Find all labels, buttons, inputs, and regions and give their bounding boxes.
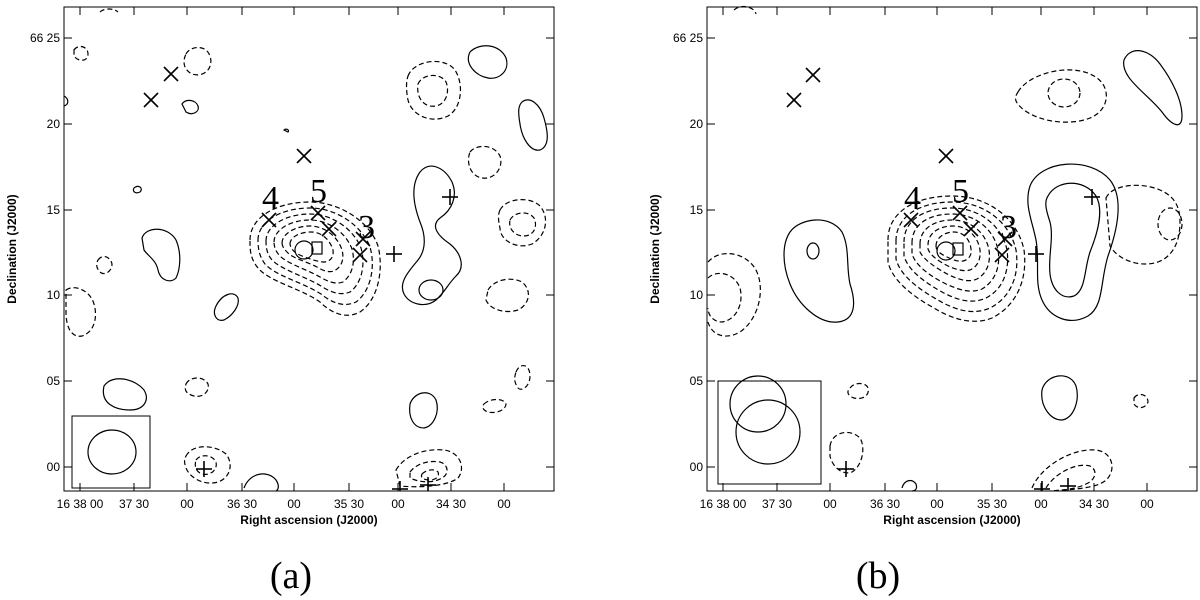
y-tick-label: 20 <box>690 117 704 131</box>
x-tick-label: 35 30 <box>334 497 364 511</box>
panel-b-contours <box>707 5 1183 492</box>
x-tick-label: 16 38 00 <box>700 497 747 511</box>
source-label-4: 4 <box>904 180 921 217</box>
panel-b-x-ticks <box>722 7 1148 491</box>
x-tick-label: 00 <box>287 497 301 511</box>
y-tick-label: 15 <box>690 203 704 217</box>
x-axis-title: Right ascension (J2000) <box>240 513 377 527</box>
panel-a-caption: (a) <box>270 555 312 597</box>
panel-a-beam-inset <box>71 415 151 489</box>
x-tick-label: 34 30 <box>1079 497 1109 511</box>
x-tick-label: 00 <box>1140 497 1154 511</box>
panel-a: 16 38 00 37 30 00 36 30 00 35 30 00 34 3… <box>5 6 555 527</box>
y-tick-label: 20 <box>47 117 61 131</box>
source-label-5: 5 <box>310 173 327 210</box>
y-tick-label: 00 <box>690 460 704 474</box>
x-tick-label: 36 30 <box>227 497 257 511</box>
panel-a-markers <box>143 66 458 491</box>
y-tick-label: 05 <box>690 374 704 388</box>
y-tick-label: 00 <box>47 460 61 474</box>
panel-b-beam-inset <box>717 375 822 485</box>
y-tick-label: 10 <box>47 288 61 302</box>
x-tick-label: 37 30 <box>762 497 792 511</box>
x-tick-label: 00 <box>391 497 405 511</box>
source-label-3: 3 <box>1000 209 1017 246</box>
x-tick-label: 37 30 <box>119 497 149 511</box>
panel-a-y-ticks <box>64 37 554 468</box>
y-axis-title: Declination (J2000) <box>5 194 19 303</box>
x-tick-label: 00 <box>823 497 837 511</box>
y-axis-title: Declination (J2000) <box>648 194 662 303</box>
panel-b-caption: (b) <box>856 555 900 597</box>
x-tick-label: 00 <box>1034 497 1048 511</box>
panel-a-frame <box>63 6 555 492</box>
x-tick-label: 00 <box>930 497 944 511</box>
source-label-3: 3 <box>358 209 375 246</box>
y-tick-label: 05 <box>47 374 61 388</box>
x-tick-label: 36 30 <box>870 497 900 511</box>
panel-a-x-ticks <box>79 7 505 491</box>
panel-b-markers <box>786 67 1100 491</box>
source-label-4: 4 <box>262 180 279 217</box>
x-tick-label: 35 30 <box>977 497 1007 511</box>
y-tick-label: 15 <box>47 203 61 217</box>
x-tick-label: 16 38 00 <box>57 497 104 511</box>
y-tick-label: 66 25 <box>673 31 703 45</box>
panel-b-y-ticks <box>707 37 1197 468</box>
x-tick-label: 00 <box>180 497 194 511</box>
y-tick-label: 66 25 <box>30 31 60 45</box>
source-label-5: 5 <box>952 173 969 210</box>
panel-b-frame <box>706 6 1198 492</box>
panel-a-contours <box>63 8 548 492</box>
x-tick-label: 34 30 <box>436 497 466 511</box>
x-tick-label: 00 <box>497 497 511 511</box>
panel-b: 16 38 00 37 30 00 36 30 00 35 30 00 34 3… <box>648 5 1198 527</box>
y-tick-label: 10 <box>690 288 704 302</box>
x-axis-title: Right ascension (J2000) <box>883 513 1020 527</box>
